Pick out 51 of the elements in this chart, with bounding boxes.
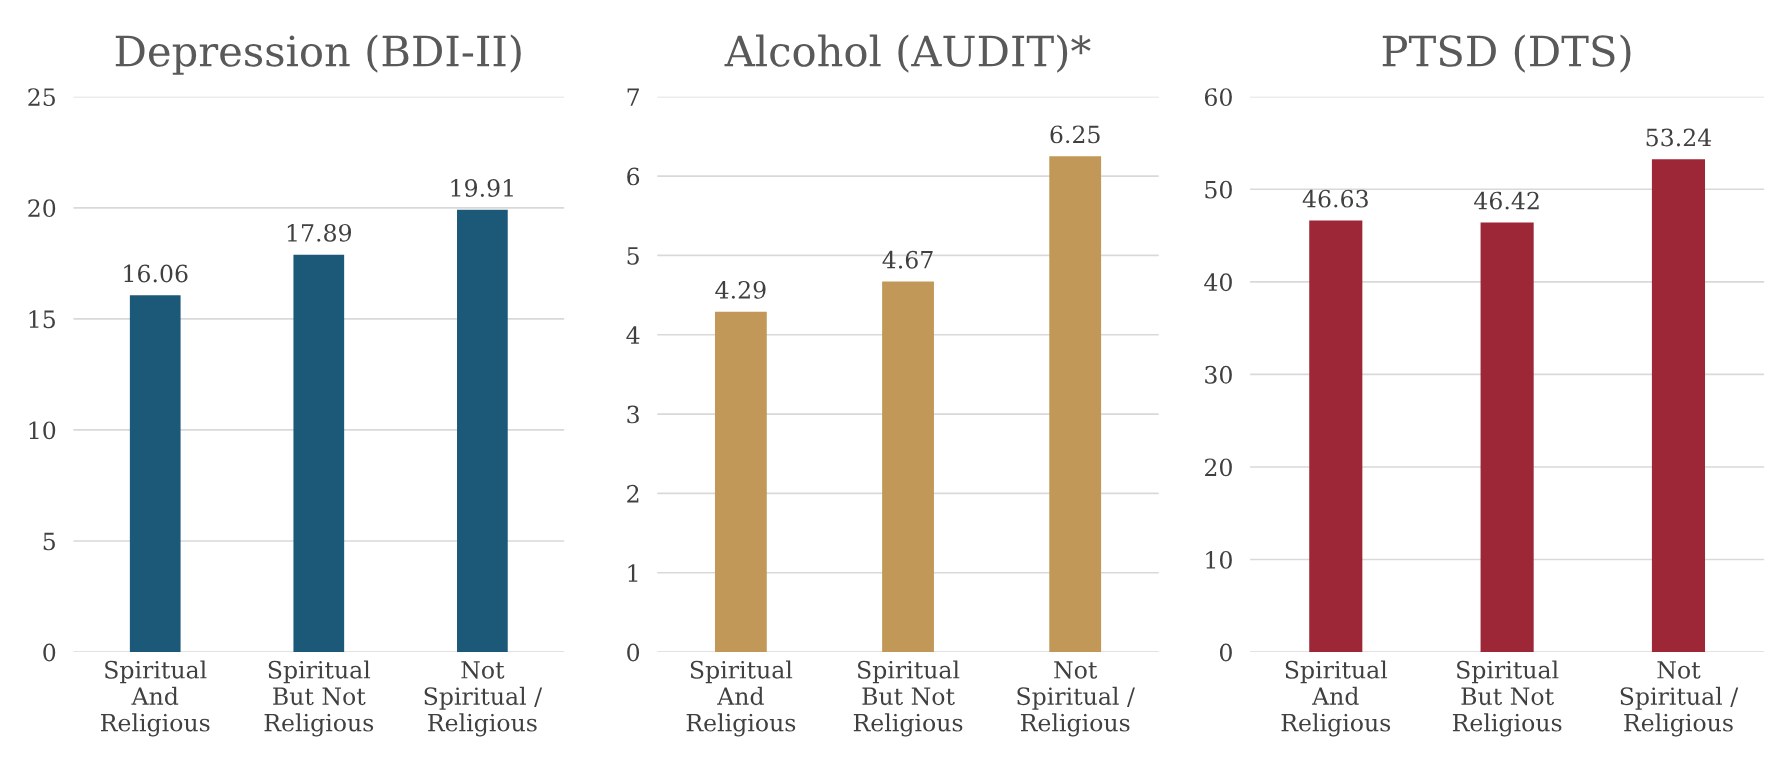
data-label: 46.63 bbox=[1302, 189, 1368, 208]
data-label: 16.06 bbox=[124, 264, 188, 283]
bar bbox=[1480, 222, 1534, 653]
data-label: 17.89 bbox=[287, 223, 352, 242]
y-tick-label: 0 bbox=[627, 643, 640, 662]
bar bbox=[882, 281, 934, 653]
chart-title: PTSD (DTS) bbox=[1382, 34, 1631, 73]
bar bbox=[714, 311, 767, 653]
y-tick-label: 10 bbox=[1206, 550, 1232, 569]
y-tick-label: 0 bbox=[1219, 643, 1232, 662]
y-tick-label: 15 bbox=[29, 310, 55, 329]
y-tick-label: 3 bbox=[627, 405, 639, 424]
x-tick-label: Spiritual And Religious bbox=[1281, 660, 1391, 737]
y-tick-label: 20 bbox=[28, 199, 56, 218]
x-tick-label: Not Spiritual / Religious bbox=[424, 661, 543, 737]
x-tick-label: Spiritual But Not Religious bbox=[264, 660, 374, 737]
y-tick-label: 4 bbox=[626, 326, 640, 344]
data-label: 4.67 bbox=[882, 250, 933, 269]
bar bbox=[1651, 159, 1706, 653]
data-label: 53.24 bbox=[1646, 128, 1712, 147]
bar bbox=[457, 209, 508, 653]
y-tick-label: 0 bbox=[43, 643, 56, 662]
x-tick-label: Spiritual But Not Religious bbox=[853, 660, 963, 737]
y-tick-label: 50 bbox=[1205, 180, 1232, 199]
y-tick-label: 2 bbox=[627, 484, 639, 503]
data-label: 4.29 bbox=[715, 280, 766, 299]
y-tick-label: 60 bbox=[1204, 88, 1232, 107]
y-tick-label: 5 bbox=[627, 247, 639, 265]
data-label: 46.42 bbox=[1474, 191, 1539, 210]
y-tick-label: 1 bbox=[628, 564, 638, 582]
chart-title: Alcohol (AUDIT)* bbox=[724, 34, 1091, 73]
x-tick-label: Not Spiritual / Religious bbox=[1620, 661, 1739, 737]
y-tick-label: 7 bbox=[627, 88, 639, 106]
data-label: 19.91 bbox=[451, 179, 513, 197]
y-tick-label: 25 bbox=[28, 88, 55, 107]
y-tick-label: 40 bbox=[1204, 273, 1232, 292]
data-label: 6.25 bbox=[1050, 125, 1100, 144]
chart-title: Depression (BDI-II) bbox=[115, 34, 521, 75]
y-tick-label: 6 bbox=[627, 167, 640, 186]
bar bbox=[1049, 156, 1102, 653]
y-tick-label: 10 bbox=[29, 421, 56, 440]
x-tick-label: Not Spiritual / Religious bbox=[1017, 661, 1135, 737]
x-tick-label: Spiritual And Religious bbox=[100, 660, 210, 737]
x-tick-label: Spiritual But Not Religious bbox=[1452, 660, 1562, 737]
y-tick-label: 20 bbox=[1205, 458, 1232, 477]
bar bbox=[293, 254, 345, 653]
y-tick-label: 5 bbox=[43, 532, 55, 551]
bar bbox=[1309, 220, 1363, 653]
x-tick-label: Spiritual And Religious bbox=[686, 660, 796, 737]
y-tick-label: 30 bbox=[1205, 365, 1232, 384]
bar bbox=[129, 295, 181, 653]
